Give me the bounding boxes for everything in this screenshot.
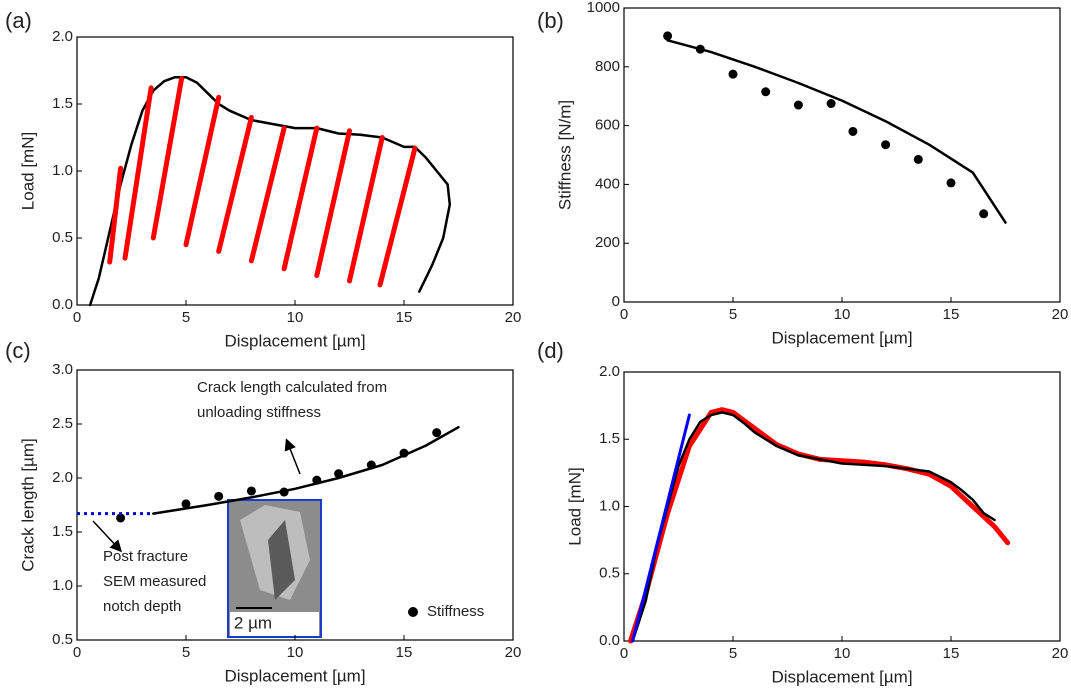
annotation-arrow: [92, 520, 123, 553]
y-tick-label: 0.5: [52, 229, 73, 246]
annotation: Crack length calculated from: [197, 379, 387, 396]
x-tick-label: 5: [729, 645, 737, 662]
data-line: [152, 425, 460, 515]
x-axis-label: Displacement [µm]: [771, 328, 912, 347]
annotation-arrow: [284, 438, 301, 475]
data-point: [246, 486, 256, 496]
legend-label: Stiffness: [427, 603, 484, 620]
data-point: [761, 87, 771, 97]
annotation: unloading stiffness: [197, 404, 321, 421]
x-tick-label: 10: [834, 306, 851, 323]
y-tick-label: 0.5: [599, 565, 620, 582]
data-point: [181, 499, 191, 509]
x-tick-label: 0: [620, 645, 628, 662]
x-tick-label: 5: [729, 306, 737, 323]
panel-label: (d): [537, 338, 564, 363]
y-tick-label: 1.5: [599, 430, 620, 447]
x-axis-label: Displacement [µm]: [224, 666, 365, 685]
y-tick-label: 0.0: [599, 632, 620, 649]
panel-label: (b): [537, 8, 564, 33]
data-point: [432, 428, 442, 438]
y-tick-label: 2.0: [599, 363, 620, 380]
data-line: [666, 39, 1007, 224]
data-point: [848, 126, 858, 136]
data-point: [334, 469, 344, 479]
y-tick-label: 1.0: [52, 577, 73, 594]
data-point: [913, 154, 923, 164]
y-tick-label: 1000: [587, 0, 620, 16]
x-tick-label: 0: [620, 306, 628, 323]
y-tick-label: 600: [595, 117, 620, 134]
data-line: [631, 411, 996, 643]
plot-frame: [623, 371, 1061, 642]
annotation: SEM measured: [103, 573, 206, 590]
y-tick-label: 400: [595, 175, 620, 192]
y-axis-label: Load [mN]: [18, 132, 37, 210]
data-point: [946, 178, 956, 188]
y-tick-label: 1.0: [599, 497, 620, 514]
data-line: [631, 413, 691, 643]
y-tick-label: 800: [595, 58, 620, 75]
y-axis-label: Crack length [µm]: [18, 438, 37, 572]
x-axis-label: Displacement [µm]: [224, 331, 365, 350]
x-tick-label: 10: [287, 644, 304, 661]
plot-frame: [623, 7, 1061, 303]
y-tick-label: 0: [612, 293, 620, 310]
x-tick-label: 5: [182, 309, 190, 326]
x-tick-label: 0: [73, 644, 81, 661]
y-axis-label: Load [mN]: [565, 467, 584, 545]
annotation: Post fracture: [103, 548, 188, 565]
y-tick-label: 0.0: [52, 296, 73, 313]
x-tick-label: 10: [287, 309, 304, 326]
inset-image: [227, 499, 322, 638]
plot-frame: [76, 36, 514, 306]
data-point: [214, 491, 224, 501]
y-tick-label: 2.5: [52, 415, 73, 432]
data-point: [793, 100, 803, 110]
data-line: [107, 76, 418, 288]
x-tick-label: 15: [396, 309, 413, 326]
panel-label: (c): [5, 338, 31, 363]
data-point: [979, 209, 989, 219]
y-tick-label: 2.0: [52, 28, 73, 45]
y-tick-label: 2.0: [52, 469, 73, 486]
data-point: [116, 513, 126, 523]
panel-label: (a): [5, 8, 32, 33]
x-axis-label: Displacement [µm]: [771, 667, 912, 686]
y-tick-label: 1.0: [52, 162, 73, 179]
y-axis-label: Stiffness [N/m]: [555, 100, 574, 210]
data-point: [728, 69, 738, 79]
y-tick-label: 200: [595, 234, 620, 251]
x-tick-label: 15: [943, 306, 960, 323]
x-tick-label: 20: [1052, 306, 1069, 323]
y-tick-label: 0.5: [52, 631, 73, 648]
data-point: [826, 99, 836, 109]
x-tick-label: 20: [505, 309, 522, 326]
legend-marker: [408, 607, 418, 617]
x-tick-label: 15: [943, 645, 960, 662]
data-point: [881, 140, 891, 150]
x-tick-label: 15: [396, 644, 413, 661]
y-tick-label: 3.0: [52, 361, 73, 378]
data-point: [663, 31, 673, 41]
y-tick-label: 1.5: [52, 523, 73, 540]
x-tick-label: 5: [182, 644, 190, 661]
y-tick-label: 1.5: [52, 95, 73, 112]
x-tick-label: 10: [834, 645, 851, 662]
x-tick-label: 20: [505, 644, 522, 661]
inset-scale-label: 2 µm: [234, 613, 272, 632]
x-tick-label: 20: [1052, 645, 1069, 662]
x-tick-label: 0: [73, 309, 81, 326]
annotation: notch depth: [103, 598, 181, 615]
data-line: [88, 75, 452, 307]
